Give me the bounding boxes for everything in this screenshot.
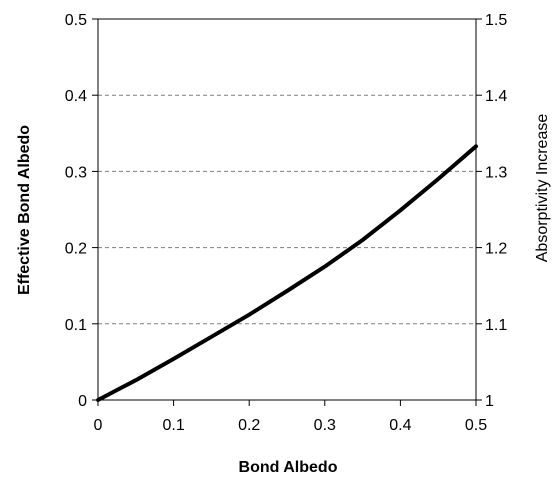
y2-tick-label: 1.1 bbox=[485, 317, 507, 334]
y2-axis-title: Absorptivity Increase bbox=[534, 114, 551, 263]
y-tick-label: 0 bbox=[78, 393, 87, 410]
y2-tick-label: 1.4 bbox=[485, 88, 507, 105]
x-tick-label: 0 bbox=[94, 417, 103, 434]
y-tick-label: 0.3 bbox=[65, 164, 87, 181]
y-tick-label: 0.1 bbox=[65, 317, 87, 334]
y2-tick-label: 1.5 bbox=[485, 12, 507, 29]
tick-marks bbox=[92, 18, 482, 406]
y-axis-title: Effective Bond Albedo bbox=[16, 125, 33, 295]
y2-tick-label: 1.2 bbox=[485, 241, 507, 258]
x-tick-label: 0.3 bbox=[314, 417, 336, 434]
y-tick-label: 0.5 bbox=[65, 12, 87, 29]
series-line bbox=[96, 144, 478, 402]
plot-area bbox=[97, 18, 477, 401]
y2-tick-label: 1 bbox=[485, 393, 494, 410]
x-tick-label: 0.5 bbox=[465, 417, 487, 434]
x-tick-label: 0.4 bbox=[389, 417, 411, 434]
y-tick-label: 0.2 bbox=[65, 241, 87, 258]
tick-labels: 0 1 0.1 1.1 0.2 1.2 0.3 1.3 0.4 1.4 0.5 1.5 0 0.1 0.2 0… bbox=[65, 12, 508, 434]
x-tick-label: 0.1 bbox=[162, 417, 184, 434]
y2-tick-label: 1.3 bbox=[485, 164, 507, 181]
x-axis-title: Bond Albedo bbox=[239, 459, 338, 476]
gridlines bbox=[98, 94, 476, 325]
x-tick-label: 0.2 bbox=[238, 417, 260, 434]
y-tick-label: 0.4 bbox=[65, 88, 87, 105]
